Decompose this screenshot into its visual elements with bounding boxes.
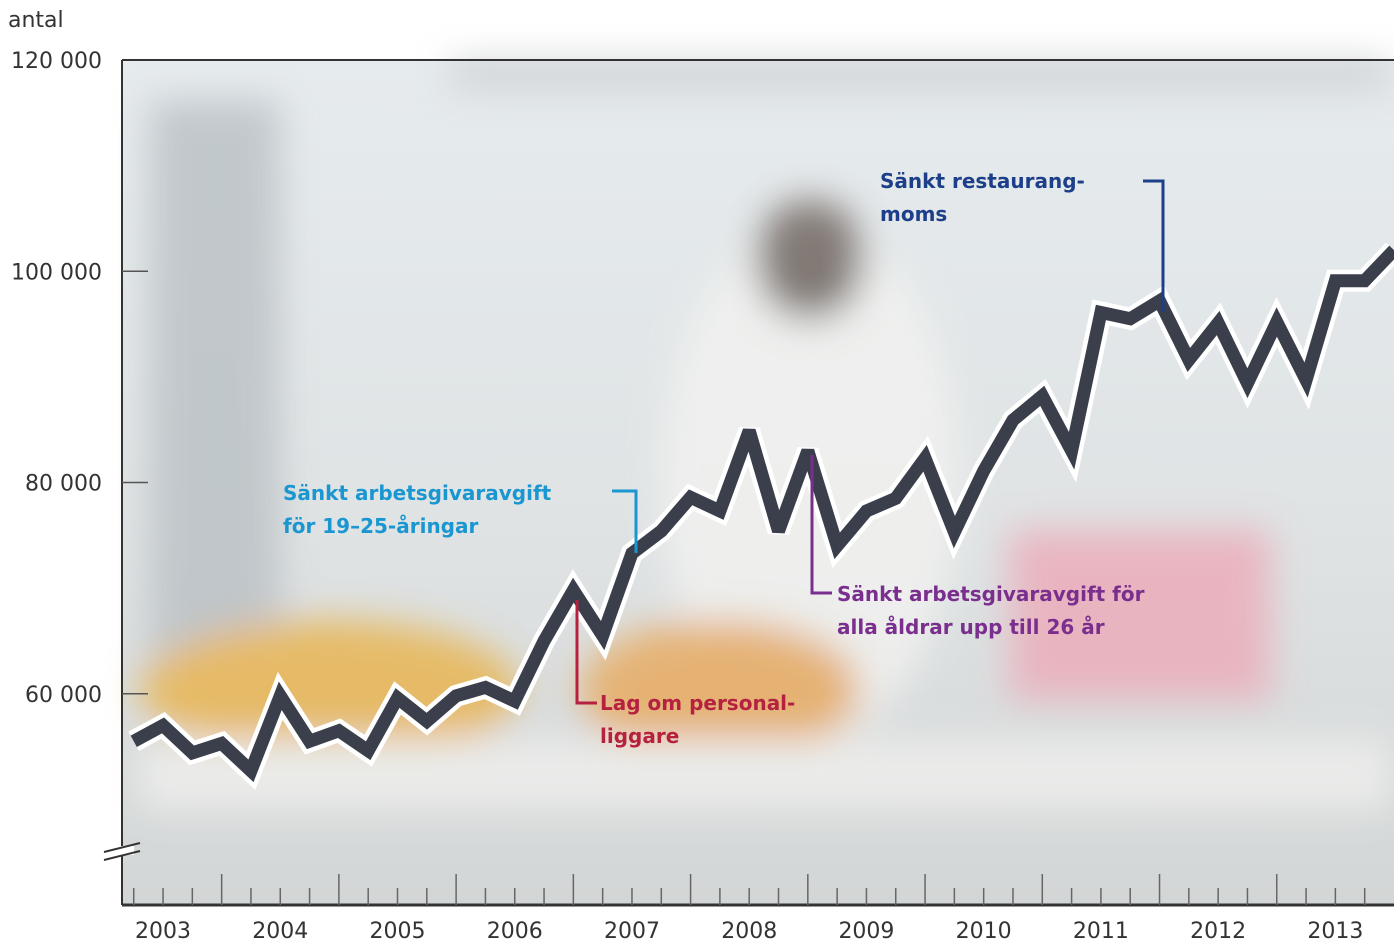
x-tick-label: 2011 (1073, 919, 1129, 944)
y-axis-label: antal (8, 8, 64, 33)
x-tick-label: 2008 (721, 919, 777, 944)
y-tick-label: 120 000 (11, 49, 102, 74)
annotation-text: moms (880, 202, 947, 226)
annotation-text: Sänkt arbetsgivaravgift för (837, 582, 1145, 606)
x-tick-label: 2009 (838, 919, 894, 944)
annotation-text: alla åldrar upp till 26 år (837, 615, 1105, 639)
x-tick-label: 2003 (135, 919, 191, 944)
annotation-text: Sänkt arbetsgivaravgift (283, 481, 552, 505)
annotation-text: liggare (600, 724, 679, 748)
annotation-text: Lag om personal- (600, 691, 795, 715)
chart: antal 60 000 80 000 100 000 120 000 2003 2004… (0, 0, 1394, 945)
y-tick-label: 60 000 (25, 683, 102, 708)
x-tick-label: 2013 (1307, 919, 1363, 944)
y-tick-label: 100 000 (11, 260, 102, 285)
annotation-text: för 19–25-åringar (283, 514, 478, 538)
x-tick-label: 2006 (487, 919, 543, 944)
annotation-text: Sänkt restaurang- (880, 169, 1085, 193)
x-tick-label: 2012 (1190, 919, 1246, 944)
x-tick-label: 2005 (370, 919, 426, 944)
y-tick-label: 80 000 (25, 472, 102, 497)
x-tick-label: 2007 (604, 919, 660, 944)
x-tick-label: 2004 (252, 919, 308, 944)
x-tick-label: 2010 (956, 919, 1012, 944)
